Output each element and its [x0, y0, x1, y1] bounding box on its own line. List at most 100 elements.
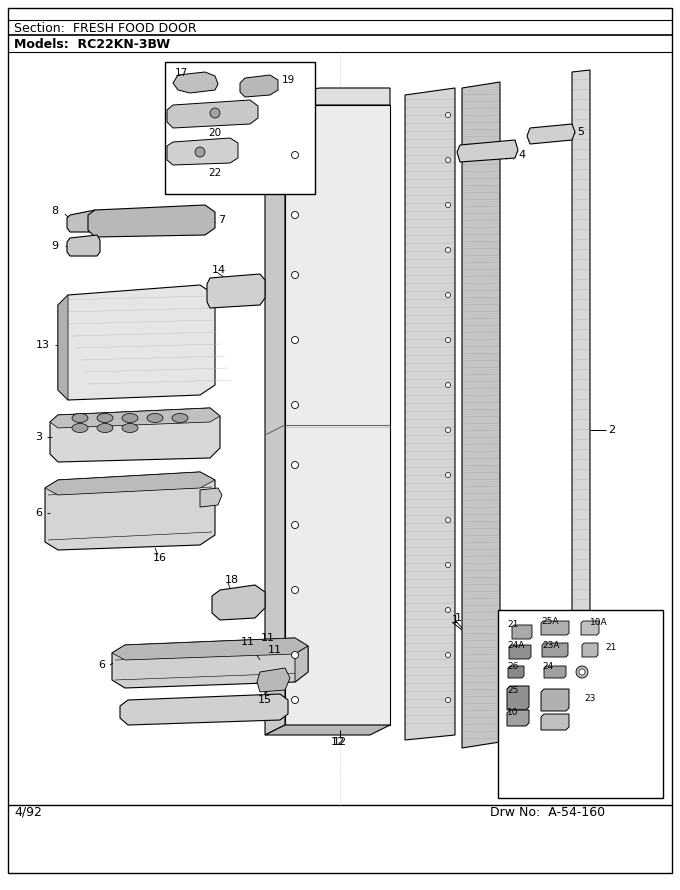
- Polygon shape: [295, 646, 308, 682]
- Polygon shape: [67, 210, 100, 232]
- Text: 21: 21: [507, 619, 518, 628]
- Polygon shape: [240, 75, 278, 97]
- Ellipse shape: [97, 424, 113, 433]
- Text: 12: 12: [333, 737, 347, 747]
- Ellipse shape: [147, 414, 163, 423]
- Polygon shape: [265, 105, 285, 115]
- Text: 1: 1: [455, 613, 462, 623]
- Circle shape: [445, 427, 450, 433]
- Polygon shape: [58, 295, 68, 400]
- Text: 6: 6: [98, 660, 105, 670]
- Circle shape: [445, 652, 450, 658]
- Text: 11: 11: [268, 645, 282, 655]
- Circle shape: [210, 108, 220, 118]
- Polygon shape: [572, 70, 590, 757]
- Text: 25A: 25A: [541, 617, 558, 626]
- Polygon shape: [212, 585, 265, 620]
- Polygon shape: [542, 643, 568, 657]
- Polygon shape: [582, 643, 598, 657]
- Circle shape: [292, 336, 299, 344]
- Polygon shape: [58, 285, 215, 400]
- Polygon shape: [200, 488, 222, 507]
- Text: 23: 23: [584, 693, 596, 702]
- Ellipse shape: [172, 414, 188, 423]
- Polygon shape: [173, 72, 218, 93]
- Polygon shape: [265, 105, 285, 735]
- Ellipse shape: [72, 424, 88, 433]
- Circle shape: [445, 112, 450, 117]
- Circle shape: [579, 669, 585, 675]
- Circle shape: [445, 517, 450, 522]
- Polygon shape: [45, 472, 215, 550]
- Bar: [165, 62, 315, 194]
- Polygon shape: [167, 138, 238, 165]
- Text: 7: 7: [218, 215, 225, 225]
- Text: 3: 3: [35, 432, 42, 442]
- Polygon shape: [541, 689, 569, 711]
- Polygon shape: [50, 408, 220, 462]
- Bar: [498, 610, 663, 798]
- Ellipse shape: [97, 414, 113, 423]
- Circle shape: [292, 522, 299, 529]
- Text: 12: 12: [331, 737, 345, 747]
- Circle shape: [445, 608, 450, 612]
- Text: Models:  RC22KN-3BW: Models: RC22KN-3BW: [14, 37, 170, 51]
- Text: 8: 8: [51, 206, 58, 216]
- Circle shape: [292, 212, 299, 219]
- Text: 18: 18: [225, 575, 239, 585]
- Text: 23A: 23A: [542, 641, 560, 650]
- Text: 4: 4: [518, 150, 525, 160]
- Polygon shape: [512, 625, 532, 639]
- Polygon shape: [167, 100, 258, 128]
- Polygon shape: [112, 638, 308, 688]
- Circle shape: [292, 462, 299, 468]
- Circle shape: [445, 203, 450, 207]
- Polygon shape: [265, 725, 390, 735]
- Polygon shape: [285, 105, 390, 725]
- Circle shape: [445, 473, 450, 478]
- Circle shape: [445, 293, 450, 297]
- Text: 21: 21: [605, 643, 616, 651]
- Text: 24: 24: [542, 661, 554, 670]
- Text: 11: 11: [261, 633, 275, 643]
- Text: 10: 10: [507, 708, 518, 716]
- Text: 1: 1: [452, 615, 459, 625]
- Text: 16: 16: [153, 553, 167, 563]
- Circle shape: [195, 147, 205, 157]
- Polygon shape: [120, 694, 288, 725]
- Polygon shape: [541, 621, 569, 635]
- Polygon shape: [405, 88, 455, 740]
- Ellipse shape: [122, 424, 138, 433]
- Text: 15: 15: [258, 695, 272, 705]
- Text: 10A: 10A: [590, 618, 608, 627]
- Circle shape: [445, 158, 450, 163]
- Ellipse shape: [122, 414, 138, 423]
- Circle shape: [445, 383, 450, 387]
- Text: 22: 22: [208, 168, 222, 178]
- Text: 5: 5: [577, 127, 584, 137]
- Circle shape: [292, 697, 299, 703]
- Circle shape: [292, 651, 299, 659]
- Circle shape: [445, 337, 450, 343]
- Polygon shape: [257, 668, 290, 692]
- Text: 11: 11: [241, 637, 255, 647]
- Polygon shape: [581, 621, 599, 635]
- Text: 17: 17: [175, 68, 188, 78]
- Text: 2: 2: [608, 425, 615, 435]
- Text: 4/92: 4/92: [14, 805, 42, 819]
- Polygon shape: [541, 714, 569, 730]
- Polygon shape: [462, 82, 500, 748]
- Circle shape: [292, 401, 299, 409]
- Polygon shape: [88, 205, 215, 237]
- Circle shape: [576, 666, 588, 678]
- Text: 9: 9: [51, 241, 58, 251]
- Text: 14: 14: [212, 265, 226, 275]
- Polygon shape: [207, 274, 265, 308]
- Ellipse shape: [72, 414, 88, 423]
- Polygon shape: [67, 235, 100, 256]
- Text: 19: 19: [282, 75, 295, 85]
- Circle shape: [445, 562, 450, 568]
- Circle shape: [292, 151, 299, 158]
- Polygon shape: [507, 686, 529, 710]
- Polygon shape: [285, 88, 390, 105]
